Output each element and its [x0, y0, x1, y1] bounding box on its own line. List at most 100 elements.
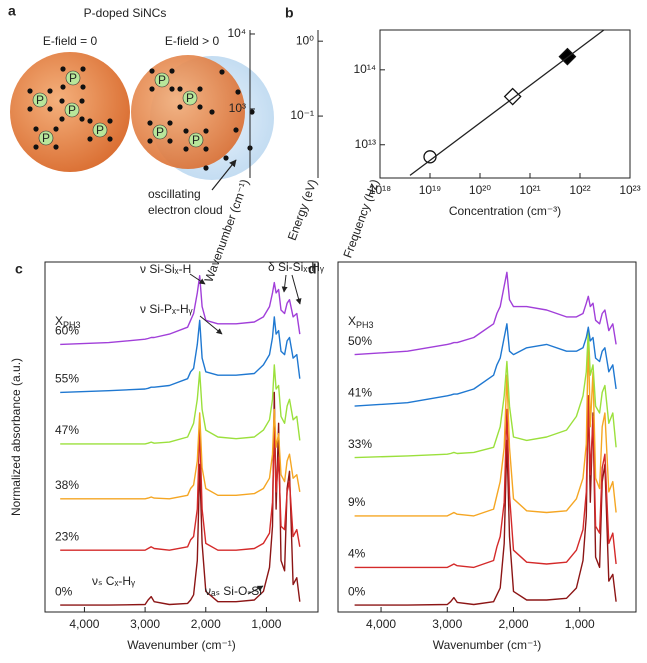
x-tick-label: 10¹⁹ — [419, 183, 441, 197]
annotation: νₛ Cₓ-Hᵧ — [92, 574, 135, 588]
dopant-label: P — [42, 131, 50, 145]
figure: a P-doped SiNCs E-field = 0 E-field > 0 … — [0, 0, 647, 663]
series-label: 41% — [348, 385, 372, 399]
electron — [147, 138, 152, 143]
electron — [80, 84, 85, 89]
electron — [147, 120, 152, 125]
dopant-label: P — [192, 133, 200, 147]
electron — [183, 146, 188, 151]
spectrum — [355, 396, 616, 605]
y-tick-label: 10³ — [229, 101, 246, 115]
electron — [203, 165, 208, 170]
series-label: 4% — [348, 547, 366, 561]
electron — [47, 106, 52, 111]
x-tick-label: 4,000 — [69, 617, 99, 631]
series-label: 33% — [348, 437, 372, 451]
x-tick-label: 2,000 — [498, 617, 528, 631]
dopant-label: P — [156, 125, 164, 139]
electron — [219, 69, 224, 74]
x-tick-label: 10²² — [569, 183, 590, 197]
electron — [27, 88, 32, 93]
spectrum — [355, 338, 616, 516]
x-tick-label: 3,000 — [130, 617, 160, 631]
series-label: 55% — [55, 372, 79, 386]
electron — [59, 98, 64, 103]
electron — [197, 86, 202, 91]
legend-title-main: X — [348, 314, 356, 328]
dopant-label: P — [36, 93, 44, 107]
electron — [60, 66, 65, 71]
electron — [167, 120, 172, 125]
electron — [107, 136, 112, 141]
legend-title-sub: PH3 — [356, 320, 374, 330]
y-axis-label: Wavenumber (cm⁻¹) — [202, 177, 252, 284]
state-label: E-field = 0 — [43, 34, 98, 48]
electron — [87, 136, 92, 141]
series-label: 47% — [55, 423, 79, 437]
electron — [79, 116, 84, 121]
electron — [183, 128, 188, 133]
y-tick-label: 10⁰ — [296, 33, 314, 47]
dopant-label: P — [186, 91, 194, 105]
panel-label: a — [8, 3, 16, 19]
spectrum — [355, 272, 616, 354]
y-tick-label: 10⁻¹ — [290, 108, 314, 122]
electron — [59, 116, 64, 121]
arrow — [292, 275, 300, 304]
electron — [203, 146, 208, 151]
electron — [197, 104, 202, 109]
x-tick-label: 10²³ — [619, 183, 640, 197]
diagram-title: P-doped SiNCs — [84, 6, 167, 20]
electron — [33, 126, 38, 131]
electron — [80, 66, 85, 71]
legend-title: XPH3 — [348, 314, 374, 330]
electron — [149, 68, 154, 73]
electron — [107, 118, 112, 123]
page: a P-doped SiNCs E-field = 0 E-field > 0 … — [0, 0, 647, 663]
x-tick-label: 10²¹ — [519, 183, 540, 197]
y-axis-label: Frequency (Hz) — [340, 177, 381, 259]
y-axis-label: Energy (eV) — [285, 177, 320, 242]
spectrum — [60, 317, 300, 393]
electron — [209, 109, 214, 114]
electron — [177, 104, 182, 109]
arrow — [200, 316, 222, 334]
spectrum — [60, 410, 300, 499]
dopant-label: P — [69, 71, 77, 85]
electron — [47, 88, 52, 93]
panel-label: c — [15, 261, 23, 277]
spectrum — [355, 331, 616, 458]
electron — [203, 128, 208, 133]
electron — [235, 89, 240, 94]
electron — [177, 86, 182, 91]
electron — [169, 86, 174, 91]
panel-label: d — [308, 261, 317, 277]
electron — [53, 144, 58, 149]
series-label: 60% — [55, 324, 79, 338]
x-tick-label: 10²⁰ — [469, 183, 491, 197]
dopant-label: P — [158, 73, 166, 87]
x-tick-label: 2,000 — [191, 617, 221, 631]
series-label: 9% — [348, 495, 366, 509]
arrow — [284, 275, 286, 292]
x-axis-label: Wavenumber (cm⁻¹) — [127, 638, 236, 652]
series-label: 0% — [348, 584, 366, 598]
spectrum — [60, 365, 300, 444]
fit-line — [410, 30, 604, 175]
electron — [149, 86, 154, 91]
annotation: oscillating — [148, 187, 201, 201]
x-axis-label: Wavenumber (cm⁻¹) — [433, 638, 542, 652]
spectrum — [355, 396, 616, 568]
electron — [60, 84, 65, 89]
annotation: ν Si-Siₓ-H — [140, 262, 191, 276]
series-label: 23% — [55, 529, 79, 543]
state-label: E-field > 0 — [165, 34, 220, 48]
electron — [169, 68, 174, 73]
spectrum — [355, 324, 616, 406]
electron — [27, 106, 32, 111]
series-label: 50% — [348, 334, 372, 348]
electron — [233, 127, 238, 132]
panel-label: b — [285, 5, 294, 21]
y-tick-label: 10¹³ — [355, 137, 376, 151]
electron — [79, 98, 84, 103]
